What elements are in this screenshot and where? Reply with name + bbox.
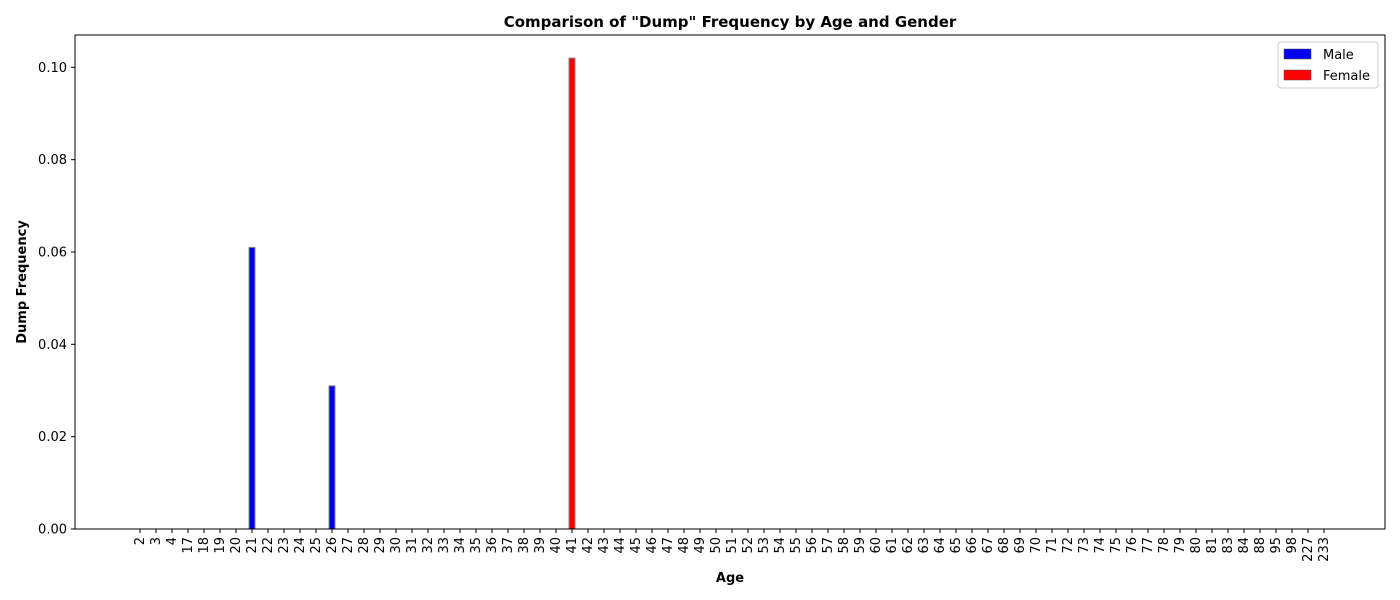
x-tick-label: 43 xyxy=(597,537,612,554)
x-tick-label: 88 xyxy=(1253,537,1268,554)
x-tick-label: 72 xyxy=(1061,537,1076,554)
x-tick-label: 52 xyxy=(741,537,756,554)
bar-female-41 xyxy=(568,57,576,530)
x-tick-label: 95 xyxy=(1269,537,1284,554)
x-tick-label: 68 xyxy=(997,537,1012,554)
x-tick-label: 80 xyxy=(1189,537,1204,554)
x-tick-label: 48 xyxy=(677,537,692,554)
x-tick-label: 81 xyxy=(1205,537,1220,554)
x-tick-label: 23 xyxy=(277,537,292,554)
x-tick-label: 26 xyxy=(325,537,340,554)
x-tick-label: 33 xyxy=(437,537,452,554)
y-tick-label: 0.10 xyxy=(38,61,67,76)
bars-group xyxy=(248,57,576,530)
x-tick-label: 65 xyxy=(949,537,964,554)
x-tick-label: 60 xyxy=(869,537,884,554)
x-tick-label: 20 xyxy=(229,537,244,554)
x-axis-label: Age xyxy=(716,571,744,586)
legend-swatch-female xyxy=(1283,69,1312,81)
legend-swatch-male xyxy=(1283,48,1312,60)
x-tick-label: 66 xyxy=(965,537,980,554)
y-ticks-group: 0.00 0.02 0.04 0.06 0.08 0.10 xyxy=(38,61,75,538)
x-tick-label: 54 xyxy=(773,537,788,554)
x-tick-label: 42 xyxy=(581,537,596,554)
x-tick-label: 36 xyxy=(485,537,500,554)
y-axis-label: Dump Frequency xyxy=(15,220,30,344)
x-tick-label: 25 xyxy=(309,537,324,554)
bar-male-21 xyxy=(248,246,256,530)
x-tick-label: 73 xyxy=(1077,537,1092,554)
x-tick-label: 64 xyxy=(933,537,948,554)
legend: Male Female xyxy=(1277,41,1379,89)
y-tick-label: 0.06 xyxy=(38,245,67,260)
x-tick-label: 63 xyxy=(917,537,932,554)
x-tick-label: 17 xyxy=(181,537,196,554)
x-tick-label: 40 xyxy=(549,537,564,554)
x-tick-label: 29 xyxy=(373,537,388,554)
x-tick-label: 79 xyxy=(1173,537,1188,554)
x-tick-label: 75 xyxy=(1109,537,1124,554)
x-tick-label: 3 xyxy=(149,537,164,545)
x-tick-label: 57 xyxy=(821,537,836,554)
x-tick-label: 49 xyxy=(693,537,708,554)
x-tick-label: 78 xyxy=(1157,537,1172,554)
x-tick-label: 38 xyxy=(517,537,532,554)
x-tick-label: 2 xyxy=(133,537,148,545)
x-tick-label: 44 xyxy=(613,537,628,554)
x-tick-label: 4 xyxy=(165,537,180,545)
x-tick-label: 74 xyxy=(1093,537,1108,554)
x-tick-label: 55 xyxy=(789,537,804,554)
x-tick-label: 45 xyxy=(629,537,644,554)
x-tick-label: 27 xyxy=(341,537,356,554)
chart-title: Comparison of "Dump" Frequency by Age an… xyxy=(504,13,957,31)
x-tick-label: 50 xyxy=(709,537,724,554)
x-tick-label: 59 xyxy=(853,537,868,554)
x-tick-label: 77 xyxy=(1141,537,1156,554)
x-tick-label: 51 xyxy=(725,537,740,554)
x-tick-label: 19 xyxy=(213,537,228,554)
y-tick-label: 0.04 xyxy=(38,338,67,353)
plot-frame xyxy=(74,34,1386,530)
legend-label-female: Female xyxy=(1323,69,1370,84)
x-tick-label: 31 xyxy=(405,537,420,554)
x-tick-label: 28 xyxy=(357,537,372,554)
x-tick-label: 67 xyxy=(981,537,996,554)
bar-male-26 xyxy=(328,385,336,530)
y-tick-label: 0.02 xyxy=(38,430,67,445)
x-tick-label: 71 xyxy=(1045,537,1060,554)
x-tick-label: 84 xyxy=(1237,537,1252,554)
y-tick-label: 0.00 xyxy=(38,523,67,538)
x-tick-label: 56 xyxy=(805,537,820,554)
x-tick-label: 61 xyxy=(885,537,900,554)
x-tick-label: 69 xyxy=(1013,537,1028,554)
x-tick-label: 46 xyxy=(645,537,660,554)
x-tick-label: 83 xyxy=(1221,537,1236,554)
x-tick-label: 227 xyxy=(1301,537,1316,562)
x-tick-label: 30 xyxy=(389,537,404,554)
x-tick-label: 35 xyxy=(469,537,484,554)
x-tick-label: 24 xyxy=(293,537,308,554)
x-ticks-group: 2 3 4 17 18 19 20 21 22 23 24 25 26 27 28 29 30 31 32 33 34 3… xyxy=(133,529,1332,562)
legend-label-male: Male xyxy=(1323,48,1354,63)
x-tick-label: 39 xyxy=(533,537,548,554)
x-tick-label: 34 xyxy=(453,537,468,554)
x-tick-label: 32 xyxy=(421,537,436,554)
x-tick-label: 233 xyxy=(1317,537,1332,562)
x-tick-label: 41 xyxy=(565,537,580,554)
x-tick-label: 58 xyxy=(837,537,852,554)
x-tick-label: 21 xyxy=(245,537,260,554)
x-tick-label: 37 xyxy=(501,537,516,554)
y-tick-label: 0.08 xyxy=(38,153,67,168)
x-tick-label: 47 xyxy=(661,537,676,554)
x-tick-label: 18 xyxy=(197,537,212,554)
x-tick-label: 70 xyxy=(1029,537,1044,554)
x-tick-label: 76 xyxy=(1125,537,1140,554)
x-tick-label: 22 xyxy=(261,537,276,554)
x-tick-label: 53 xyxy=(757,537,772,554)
x-tick-label: 62 xyxy=(901,537,916,554)
x-tick-label: 98 xyxy=(1285,537,1300,554)
